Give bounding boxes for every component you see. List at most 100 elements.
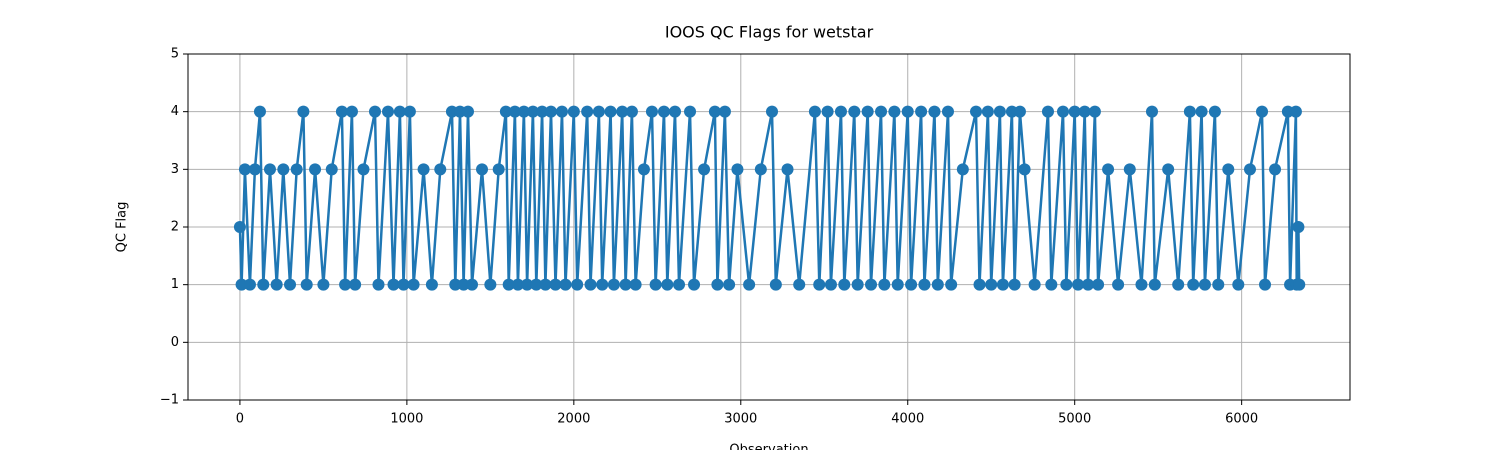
data-point <box>235 278 248 291</box>
data-point <box>425 278 438 291</box>
data-point <box>993 105 1006 118</box>
data-point <box>981 105 994 118</box>
data-point <box>905 278 918 291</box>
data-point <box>1072 278 1085 291</box>
data-point <box>1195 105 1208 118</box>
data-point <box>769 278 782 291</box>
data-point <box>434 163 447 176</box>
data-point <box>875 105 888 118</box>
data-point <box>403 105 416 118</box>
data-point <box>718 105 731 118</box>
data-point <box>567 105 580 118</box>
data-point <box>559 278 572 291</box>
data-point <box>1041 105 1054 118</box>
data-point <box>970 105 983 118</box>
data-point <box>684 105 697 118</box>
chart-title: IOOS QC Flags for wetstar <box>665 23 874 42</box>
data-point <box>407 278 420 291</box>
data-point <box>821 105 834 118</box>
data-point <box>1112 278 1125 291</box>
data-point <box>945 278 958 291</box>
data-point <box>1269 163 1282 176</box>
data-point <box>1222 163 1235 176</box>
data-point <box>941 105 954 118</box>
data-point <box>584 278 597 291</box>
data-point <box>888 105 901 118</box>
data-point <box>1102 163 1115 176</box>
data-point <box>619 278 632 291</box>
data-point <box>637 163 650 176</box>
data-point <box>645 105 658 118</box>
data-point <box>536 105 549 118</box>
data-point <box>555 105 568 118</box>
data-point <box>257 278 270 291</box>
data-point <box>669 105 682 118</box>
data-point <box>1013 105 1026 118</box>
data-point <box>931 278 944 291</box>
data-point <box>476 163 489 176</box>
data-point <box>387 278 400 291</box>
data-point <box>592 105 605 118</box>
data-point <box>243 278 256 291</box>
data-point <box>368 105 381 118</box>
data-point <box>290 163 303 176</box>
data-point <box>325 163 338 176</box>
data-point <box>607 278 620 291</box>
data-point <box>349 278 362 291</box>
data-point <box>596 278 609 291</box>
x-tick-label: 6000 <box>1225 412 1258 427</box>
data-point <box>508 105 521 118</box>
data-point <box>517 105 530 118</box>
data-point <box>1212 278 1225 291</box>
data-point <box>300 278 313 291</box>
data-point <box>1057 105 1070 118</box>
data-point <box>549 278 562 291</box>
data-point <box>918 278 931 291</box>
data-point <box>1148 278 1161 291</box>
data-point <box>625 105 638 118</box>
data-point <box>284 278 297 291</box>
x-tick-label: 1000 <box>390 412 423 427</box>
data-point <box>1145 105 1158 118</box>
data-point <box>1243 163 1256 176</box>
data-point <box>1135 278 1148 291</box>
data-point <box>891 278 904 291</box>
data-point <box>544 105 557 118</box>
data-point <box>1293 278 1306 291</box>
y-tick-label: 1 <box>171 277 179 292</box>
data-point <box>731 163 744 176</box>
data-point <box>1183 105 1196 118</box>
data-point <box>1028 278 1041 291</box>
data-point <box>1060 278 1073 291</box>
data-point <box>838 278 851 291</box>
data-point <box>382 105 395 118</box>
data-point <box>372 278 385 291</box>
data-point <box>996 278 1009 291</box>
data-point <box>1068 105 1081 118</box>
data-point <box>1187 278 1200 291</box>
data-point <box>1008 278 1021 291</box>
data-point <box>1092 278 1105 291</box>
x-tick-label: 0 <box>236 412 244 427</box>
data-point <box>339 278 352 291</box>
data-point <box>604 105 617 118</box>
data-point <box>581 105 594 118</box>
y-tick-label: 4 <box>171 104 179 119</box>
data-point <box>781 163 794 176</box>
data-point <box>834 105 847 118</box>
data-point <box>233 221 246 233</box>
data-point <box>511 278 524 291</box>
x-tick-label: 2000 <box>557 412 590 427</box>
data-point <box>688 278 701 291</box>
x-axis-label: Observation <box>729 443 808 450</box>
data-point <box>309 163 322 176</box>
data-point <box>878 278 891 291</box>
data-point <box>1256 105 1269 118</box>
data-point <box>985 278 998 291</box>
data-point <box>277 163 290 176</box>
data-point <box>1082 278 1095 291</box>
data-point <box>1259 278 1272 291</box>
y-tick-label: 0 <box>171 335 179 350</box>
data-point <box>708 105 721 118</box>
